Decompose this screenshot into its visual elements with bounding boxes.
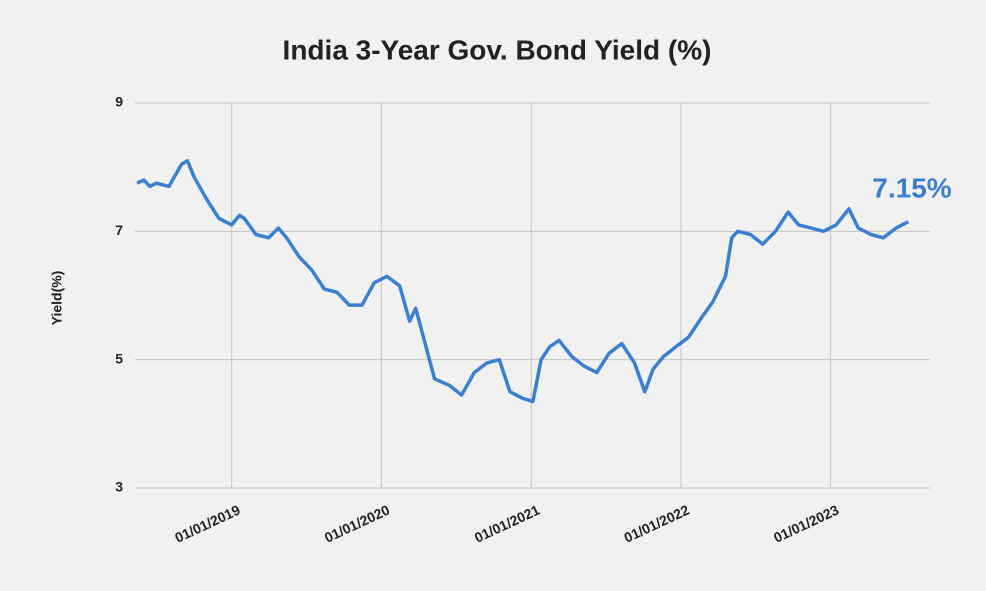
y-tick-label: 9 bbox=[115, 94, 123, 110]
annotation: 7.15% bbox=[872, 172, 951, 203]
y-axis-label: Yield(%) bbox=[49, 271, 65, 326]
chart-title: India 3-Year Gov. Bond Yield (%) bbox=[283, 34, 712, 65]
y-tick-label: 7 bbox=[115, 222, 123, 238]
y-tick-label: 5 bbox=[115, 350, 123, 366]
y-tick-label: 3 bbox=[115, 479, 123, 495]
line bbox=[136, 159, 910, 404]
